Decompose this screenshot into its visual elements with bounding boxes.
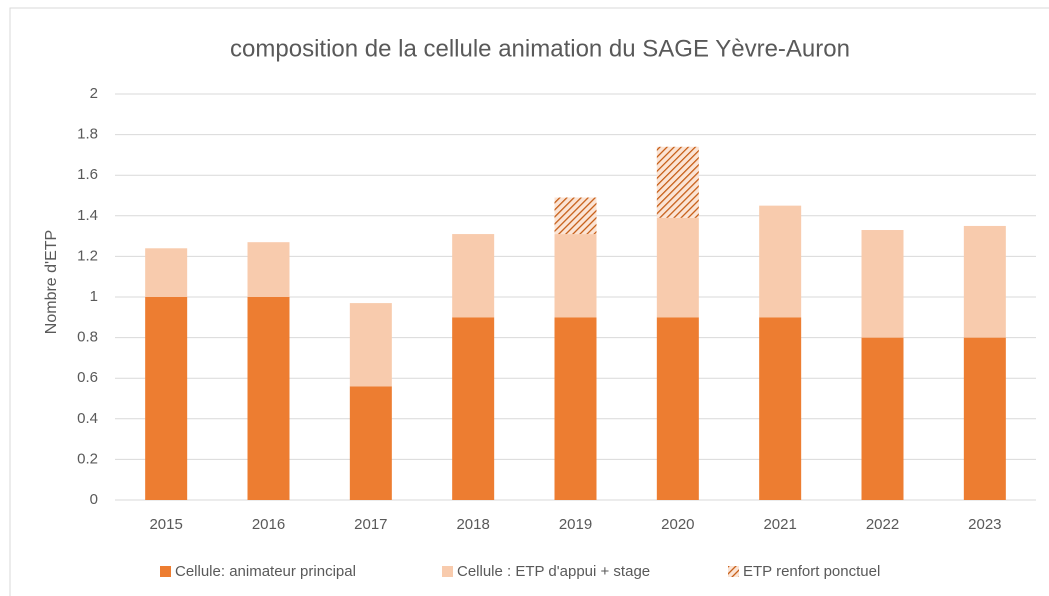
bar-segment (452, 317, 495, 500)
y-tick-label: 0.4 (77, 410, 98, 427)
bar-segment (656, 317, 699, 500)
y-tick-label: 1 (90, 288, 98, 305)
y-axis-label: Nombre d'ETP (43, 230, 60, 334)
x-tick-label: 2016 (252, 516, 285, 533)
x-tick-label: 2017 (354, 516, 387, 533)
y-tick-label: 1.6 (77, 166, 98, 183)
legend-label: ETP renfort ponctuel (743, 563, 880, 580)
legend-swatch (442, 566, 453, 577)
bar-segment (554, 317, 597, 500)
x-tick-label: 2023 (968, 516, 1001, 533)
bar-segment (656, 217, 699, 318)
y-tick-label: 1.4 (77, 207, 98, 224)
bar-segment (963, 337, 1006, 500)
x-tick-label: 2022 (866, 516, 899, 533)
x-tick-label: 2019 (559, 516, 592, 533)
x-tick-label: 2018 (456, 516, 489, 533)
bar-segment (963, 225, 1006, 338)
y-tick-label: 1.8 (77, 126, 98, 143)
y-tick-label: 0.2 (77, 450, 98, 467)
bar-segment (145, 297, 188, 500)
x-tick-label: 2021 (763, 516, 796, 533)
bar-segment (247, 297, 290, 500)
bar-segment (452, 234, 495, 318)
legend-label: Cellule : ETP d'appui + stage (457, 563, 650, 580)
legend-swatch (728, 566, 739, 577)
chart-title: composition de la cellule animation du S… (230, 35, 850, 62)
x-tick-label: 2015 (149, 516, 182, 533)
bar-segment (554, 234, 597, 318)
x-tick-label: 2020 (661, 516, 694, 533)
y-tick-label: 0.6 (77, 369, 98, 386)
bar-segment (349, 303, 392, 387)
bar-segment (145, 248, 188, 297)
y-tick-label: 0.8 (77, 329, 98, 346)
bar-segment (656, 146, 699, 218)
y-tick-label: 0 (90, 491, 98, 508)
legend-swatch (160, 566, 171, 577)
bar-segment (861, 337, 904, 500)
bar-segment (759, 317, 802, 500)
legend-label: Cellule: animateur principal (175, 563, 356, 580)
bar-segment (861, 230, 904, 338)
bar-segment (349, 386, 392, 500)
bar-segment (554, 197, 597, 235)
bar-segment (759, 205, 802, 318)
y-tick-label: 2 (90, 85, 98, 102)
y-tick-label: 1.2 (77, 247, 98, 264)
bar-segment (247, 242, 290, 297)
